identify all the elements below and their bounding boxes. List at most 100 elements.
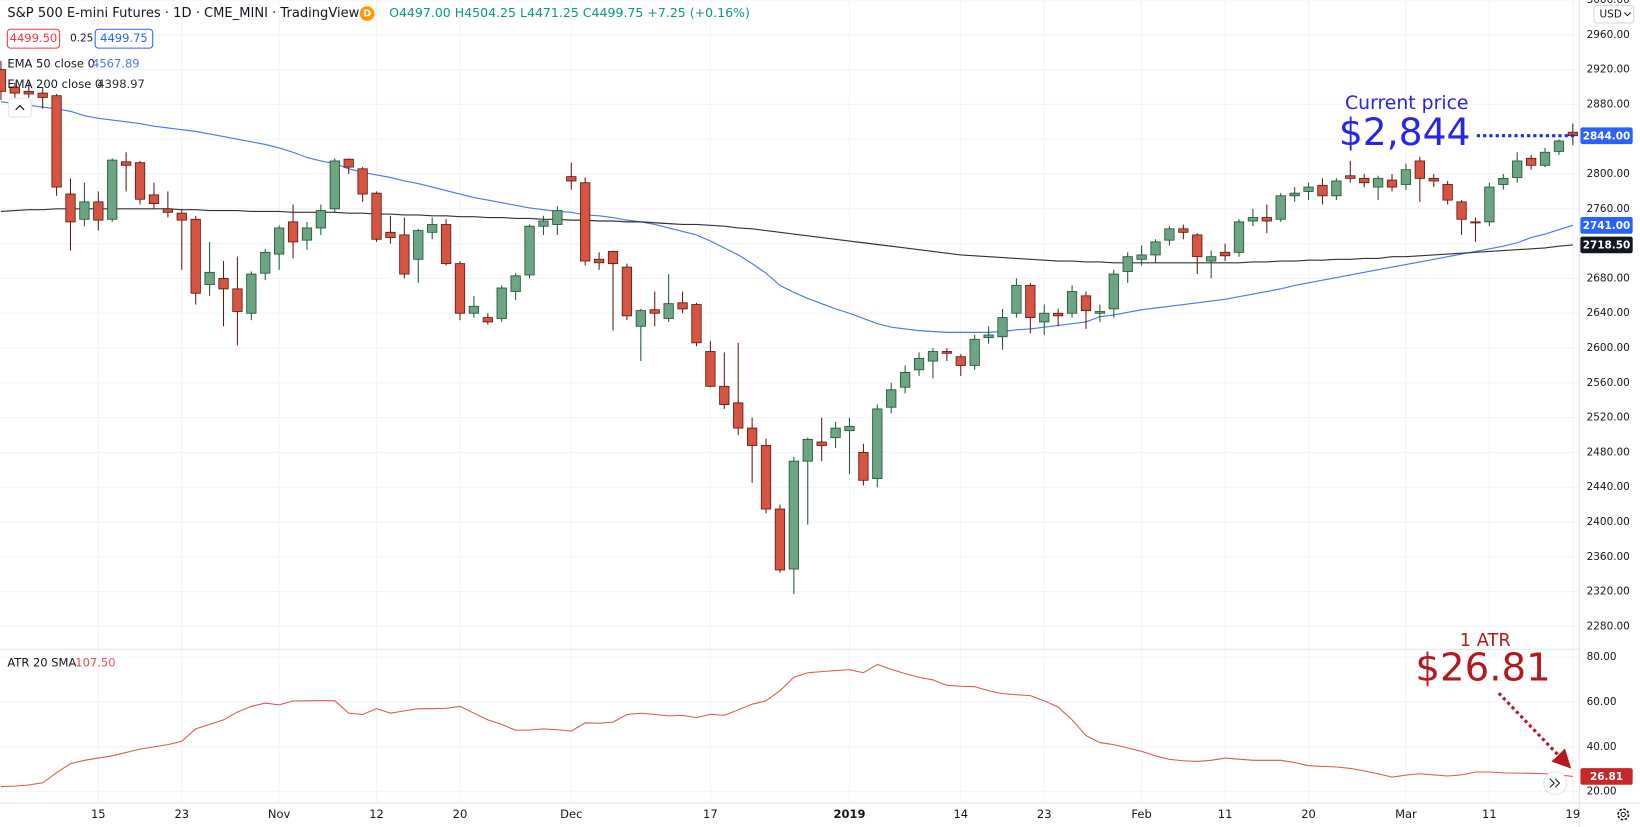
settings-button[interactable] <box>1617 808 1630 821</box>
legend-value: 4398.97 <box>97 77 145 91</box>
candle-body <box>900 371 911 388</box>
candle-body <box>538 220 549 227</box>
candle-body <box>941 351 952 354</box>
candle-body <box>427 224 438 233</box>
x-tick-label: 11 <box>1482 807 1497 821</box>
currency-select[interactable] <box>1593 4 1635 24</box>
candle-body <box>1053 312 1064 317</box>
badge <box>359 6 375 21</box>
candle-body <box>1039 312 1050 323</box>
candle-body <box>371 192 382 240</box>
candle-body <box>1317 184 1328 197</box>
candle-body <box>0 69 7 92</box>
candle-body <box>1025 284 1036 319</box>
candle-body <box>121 161 132 166</box>
price-tag <box>1580 768 1633 785</box>
candle-body <box>719 385 730 406</box>
ema-line <box>0 101 1574 333</box>
scroll-button[interactable] <box>1543 771 1568 796</box>
candle-body <box>1512 160 1523 178</box>
candle-body <box>162 208 173 213</box>
candle-body <box>566 176 577 182</box>
annotation-title: Current price <box>1345 93 1468 114</box>
currency-label: USD <box>1600 9 1622 21</box>
annotation-value: $26.81 <box>1415 646 1550 691</box>
candle-body <box>1456 201 1467 220</box>
candle-body <box>1428 177 1439 182</box>
y-tick-label: 2560.00 <box>1587 377 1630 389</box>
candle-body <box>1400 169 1412 185</box>
candle-body <box>315 210 327 229</box>
x-tick-label: 23 <box>174 807 189 821</box>
candle-body <box>733 402 744 429</box>
candle-body <box>413 230 424 260</box>
candle-body <box>1484 186 1495 223</box>
bid-box[interactable] <box>6 28 61 49</box>
ask-box[interactable] <box>94 28 154 49</box>
price-tag <box>1580 216 1633 234</box>
overlay: Current price$2,844 1 ATR$26.81 <box>1339 93 1578 769</box>
candle-body <box>830 427 841 439</box>
candle-body <box>9 86 20 94</box>
candle-body <box>969 338 980 366</box>
candle-body <box>218 278 229 290</box>
candle-body <box>1011 284 1022 314</box>
candle-body <box>983 334 994 339</box>
candle-body <box>65 193 76 223</box>
candle-body <box>607 251 619 265</box>
x-tick-label: Mar <box>1395 807 1417 821</box>
axes: 15 23 Nov 12 20 Dec 17 2019 14 23 Feb 11 20 Mar 11 19 30… <box>91 0 1633 821</box>
candle-body <box>1331 180 1342 197</box>
candle-body <box>329 160 340 210</box>
grid <box>0 0 1580 803</box>
y-tick-label: 2320.00 <box>1587 586 1630 598</box>
candle-body <box>468 305 480 314</box>
x-tick-label: 20 <box>453 807 468 821</box>
candle-body <box>1525 157 1537 166</box>
y-tick-label: 2800.00 <box>1587 168 1630 180</box>
candle-body <box>1470 221 1481 224</box>
candle-body <box>927 351 939 362</box>
y-tick-label: 2440.00 <box>1587 481 1630 493</box>
x-tick-label: 20 <box>1301 807 1316 821</box>
settings-icon <box>1620 811 1626 818</box>
y-tick-label: 2880.00 <box>1587 98 1630 110</box>
candle-body <box>454 263 466 314</box>
price-tag <box>1580 127 1633 145</box>
y-tick-label: 2280.00 <box>1587 620 1630 632</box>
candle-body <box>788 460 799 570</box>
candle-body <box>1275 195 1286 220</box>
candle-body <box>190 218 201 294</box>
candle-body <box>1247 217 1259 222</box>
y-tick-label: 20.00 <box>1587 786 1617 798</box>
candle-body <box>997 317 1008 338</box>
price-tag-label: 26.81 <box>1590 771 1623 783</box>
ask-price: 4499.75 <box>100 31 148 45</box>
candle-body <box>246 273 257 314</box>
candle-body <box>1178 228 1189 233</box>
candle-body <box>1289 192 1300 197</box>
candle-body <box>816 441 827 446</box>
candle-body <box>204 271 215 285</box>
collapse-button[interactable] <box>7 97 32 118</box>
candle-body <box>1345 175 1356 179</box>
candle-body <box>510 275 521 292</box>
ema-line <box>0 208 1573 264</box>
x-tick-label: 11 <box>1218 807 1233 821</box>
y-tick-label: 40.00 <box>1587 741 1617 753</box>
scroll-icon <box>1549 778 1561 788</box>
candle-body <box>635 310 646 327</box>
candle-body <box>385 231 396 238</box>
price-tag-label: 2741.00 <box>1583 220 1631 232</box>
candle-body <box>1359 177 1370 184</box>
candle-body <box>913 358 925 371</box>
y-tick-label: 2640.00 <box>1587 307 1630 319</box>
x-tick-label: 14 <box>953 807 968 821</box>
legend-value: 107.50 <box>75 655 115 669</box>
candle-body <box>1136 254 1147 260</box>
symbol-title: S&P 500 E-mini Futures · 1D · CME_MINI ·… <box>7 6 359 21</box>
candle-body <box>1150 241 1161 256</box>
plot-area <box>0 60 1578 788</box>
